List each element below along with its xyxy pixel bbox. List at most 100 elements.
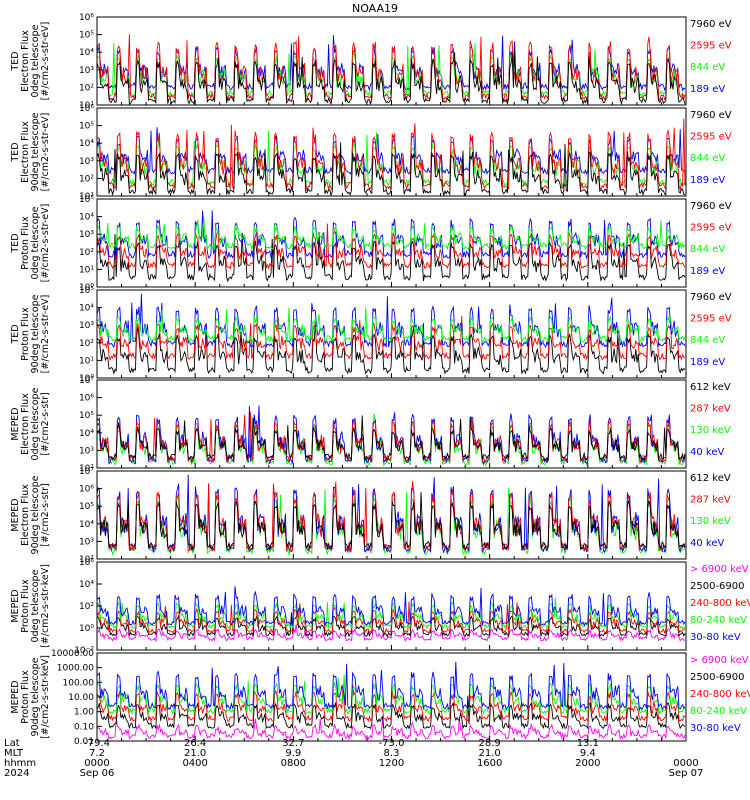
y-tick-label-6-2: 10² — [79, 602, 94, 612]
legend-entry-1-2: 844 eV — [690, 153, 725, 164]
footer-row-label-3: 2024 — [4, 768, 29, 779]
footer-lat-4: 28.9 — [479, 738, 501, 749]
series-trace-2-3 — [97, 216, 686, 251]
footer-hhmm-2: 0800 — [281, 758, 306, 769]
y-axis-label-2-3: [#/cm2-s-str-eV] — [40, 204, 51, 283]
y-tick-label-5-4: 10⁶ — [79, 485, 94, 495]
y-tick-label-3-5: 10⁵ — [79, 286, 94, 296]
legend-entry-0-1: 2595 eV — [690, 41, 732, 52]
legend-entry-1-3: 189 eV — [690, 175, 725, 186]
legend-entry-7-3: 80-240 keV — [690, 706, 747, 717]
y-tick-label-0-0: 10¹ — [79, 101, 94, 111]
y-tick-label-6-0: 10⁻² — [74, 646, 94, 656]
y-tick-label-7-3: 10.00 — [68, 693, 94, 703]
y-axis-label-5-0: MEPED — [10, 498, 21, 531]
y-tick-label-3-0: 10⁰ — [79, 374, 94, 384]
y-tick-label-2-2: 10² — [79, 248, 94, 258]
legend-entry-5-3: 40 keV — [690, 538, 724, 549]
y-tick-label-3-1: 10¹ — [79, 356, 94, 366]
y-tick-label-3-3: 10³ — [79, 321, 94, 331]
footer-mlt-3: 8.3 — [384, 748, 400, 759]
y-tick-label-6-1: 10⁰ — [79, 624, 94, 634]
series-trace-6-4 — [97, 586, 686, 627]
y-axis-label-1-0: TED — [10, 142, 21, 162]
footer-lat-3: -73.0 — [379, 738, 405, 749]
legend-entry-1-0: 7960 eV — [690, 110, 732, 121]
legend-entry-2-2: 844 eV — [690, 244, 725, 255]
legend-entry-4-1: 287 keV — [690, 404, 731, 415]
y-axis-label-7-2: 90deg telescope — [30, 657, 41, 736]
series-trace-3-0 — [97, 321, 686, 375]
footer-mlt-4: 21.0 — [479, 748, 501, 759]
y-axis-label-3-0: TED — [10, 324, 21, 344]
y-tick-label-7-4: 100.00 — [63, 678, 95, 688]
footer-hhmm-6: 0000 — [673, 758, 698, 769]
series-trace-7-4 — [97, 661, 686, 712]
series-trace-2-0 — [97, 232, 686, 283]
chart-title: NOAA19 — [351, 2, 399, 15]
y-axis-label-7-0: MEPED — [10, 680, 21, 713]
series-trace-0-3 — [97, 49, 686, 105]
y-tick-label-7-5: 1000.00 — [57, 664, 94, 674]
footer-lat-5: 13.1 — [577, 738, 599, 749]
y-tick-label-4-1: 10³ — [79, 446, 94, 456]
y-axis-label-5-3: [#/cm2-s-str] — [40, 483, 51, 546]
footer-mlt-1: 21.0 — [184, 748, 206, 759]
y-axis-label-1-2: 90deg telescope — [30, 112, 41, 191]
y-tick-label-2-1: 10¹ — [79, 265, 94, 275]
legend-entry-3-0: 7960 eV — [690, 292, 732, 303]
y-tick-label-7-2: 1.00 — [74, 708, 94, 718]
footer-row-label-2: hhmm — [4, 758, 36, 769]
footer-mlt-2: 9.9 — [285, 748, 301, 759]
y-tick-label-7-6: 10000.00 — [51, 649, 94, 659]
y-axis-label-1-3: [#/cm2-s-str-eV] — [40, 113, 51, 192]
series-trace-6-0 — [97, 624, 686, 643]
y-tick-label-1-4: 10⁵ — [79, 122, 94, 132]
y-axis-label-0-1: Electron Flux — [20, 30, 31, 92]
y-axis-label-2-1: Proton Flux — [20, 216, 31, 270]
legend-entry-0-0: 7960 eV — [690, 19, 732, 30]
y-tick-label-2-3: 10³ — [79, 230, 94, 240]
legend-entry-2-1: 2595 eV — [690, 223, 732, 234]
y-tick-label-0-2: 10³ — [79, 66, 94, 76]
series-trace-7-1 — [97, 695, 686, 730]
y-axis-label-6-3: [#/cm2-s-str-keV] — [40, 564, 51, 648]
footer-lat-2: 32.7 — [282, 738, 304, 749]
y-tick-label-4-2: 10⁴ — [79, 429, 94, 439]
series-trace-6-2 — [97, 601, 686, 635]
y-tick-label-5-2: 10⁴ — [79, 520, 94, 530]
y-axis-label-0-2: 0deg telescope — [30, 24, 41, 97]
y-tick-label-2-0: 10⁰ — [79, 283, 94, 293]
y-tick-label-3-2: 10² — [79, 339, 94, 349]
legend-entry-6-3: 80-240 keV — [690, 615, 747, 626]
y-tick-label-6-3: 10⁴ — [79, 580, 94, 590]
footer-mlt-5: 9.4 — [580, 748, 596, 759]
y-axis-label-3-1: Proton Flux — [20, 307, 31, 361]
y-axis-label-4-1: Electron Flux — [20, 393, 31, 455]
footer-date-6: Sep 07 — [669, 768, 704, 779]
series-trace-5-3 — [97, 492, 686, 551]
footer-row-label-1: MLT — [4, 748, 24, 759]
y-tick-label-1-2: 10³ — [79, 157, 94, 167]
legend-entry-2-3: 189 eV — [690, 266, 725, 277]
y-axis-label-6-1: Proton Flux — [20, 579, 31, 633]
y-tick-label-4-5: 10⁷ — [79, 376, 94, 386]
y-axis-label-3-3: [#/cm2-s-str-eV] — [40, 295, 51, 374]
y-tick-label-5-1: 10³ — [79, 537, 94, 547]
y-tick-label-3-4: 10⁴ — [79, 304, 94, 314]
legend-entry-6-0: > 6900 keV — [690, 564, 749, 575]
footer-lat-1: 26.4 — [184, 738, 206, 749]
footer-hhmm-5: 2000 — [575, 758, 600, 769]
legend-entry-6-4: 30-80 keV — [690, 632, 741, 643]
y-axis-label-1-1: Electron Flux — [20, 121, 31, 183]
footer-hhmm-4: 1600 — [477, 758, 502, 769]
y-axis-label-2-2: 0deg telescope — [30, 206, 41, 279]
y-tick-label-1-3: 10⁴ — [79, 139, 94, 149]
y-tick-label-0-3: 10⁴ — [79, 48, 94, 58]
legend-entry-4-2: 130 keV — [690, 425, 731, 436]
y-axis-label-4-3: [#/cm2-s-str] — [40, 392, 51, 455]
legend-entry-6-1: 2500-6900 — [690, 581, 745, 592]
legend-entry-3-2: 844 eV — [690, 335, 725, 346]
y-tick-label-0-4: 10⁵ — [79, 31, 94, 41]
